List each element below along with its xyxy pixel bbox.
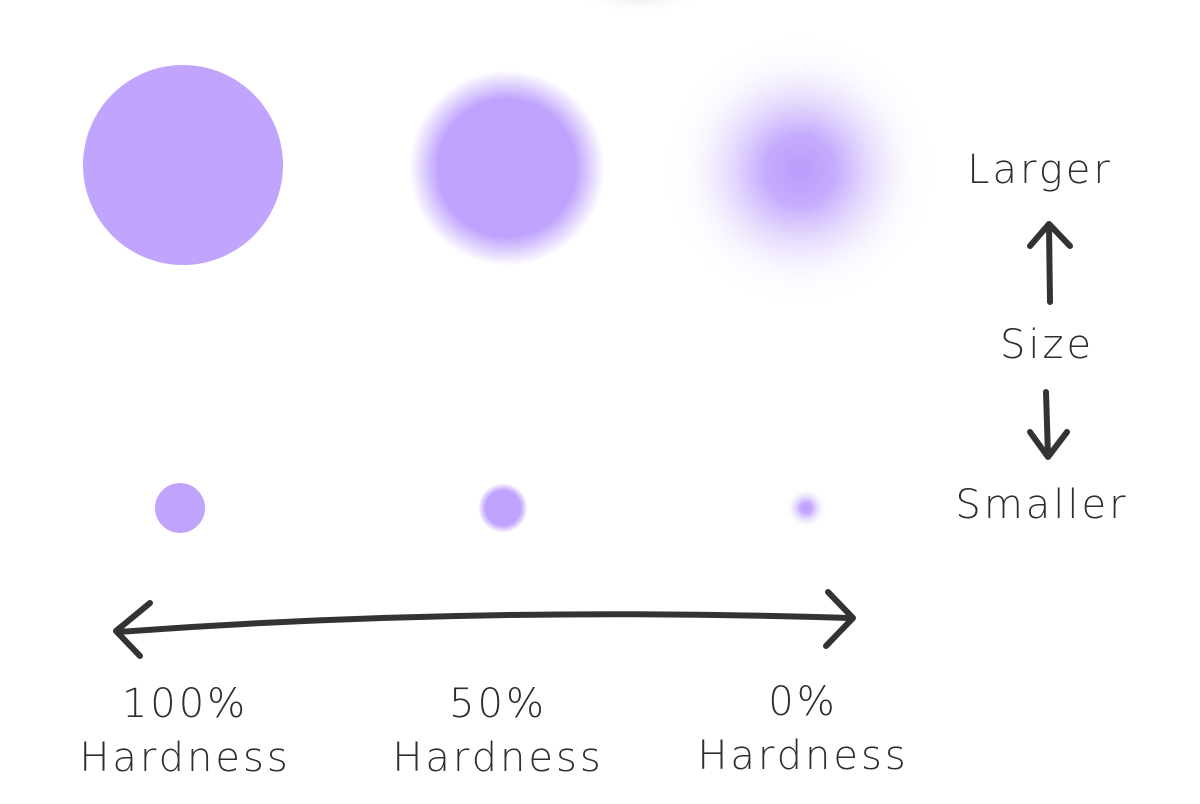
size-label: Size	[1000, 322, 1094, 368]
brush-small-medium	[478, 483, 528, 533]
arrowhead-left	[113, 600, 153, 659]
size-bottom-label: Smaller	[955, 482, 1128, 528]
brush-small-hard	[155, 483, 205, 533]
hardness-label: Hardness	[79, 735, 290, 781]
size-arrow-down	[1043, 389, 1051, 459]
arrowhead-up	[1027, 221, 1073, 249]
hardness-value: 50%	[449, 681, 547, 727]
size-top-label: Larger	[967, 147, 1113, 193]
brush-small-soft	[784, 486, 828, 530]
brush-large-medium	[409, 70, 605, 266]
arrowhead-right	[823, 589, 856, 649]
arrowhead-down	[1027, 429, 1070, 460]
hardness-value: 0%	[768, 679, 837, 725]
brush-large-soft	[660, 30, 940, 310]
size-arrow-up	[1046, 223, 1053, 305]
hardness-label: Hardness	[392, 735, 603, 781]
faint-blob	[573, 0, 707, 14]
hardness-arrow	[115, 611, 853, 635]
brush-large-hard	[83, 65, 283, 265]
hardness-label: Hardness	[697, 733, 908, 779]
hardness-value: 100%	[122, 681, 248, 727]
